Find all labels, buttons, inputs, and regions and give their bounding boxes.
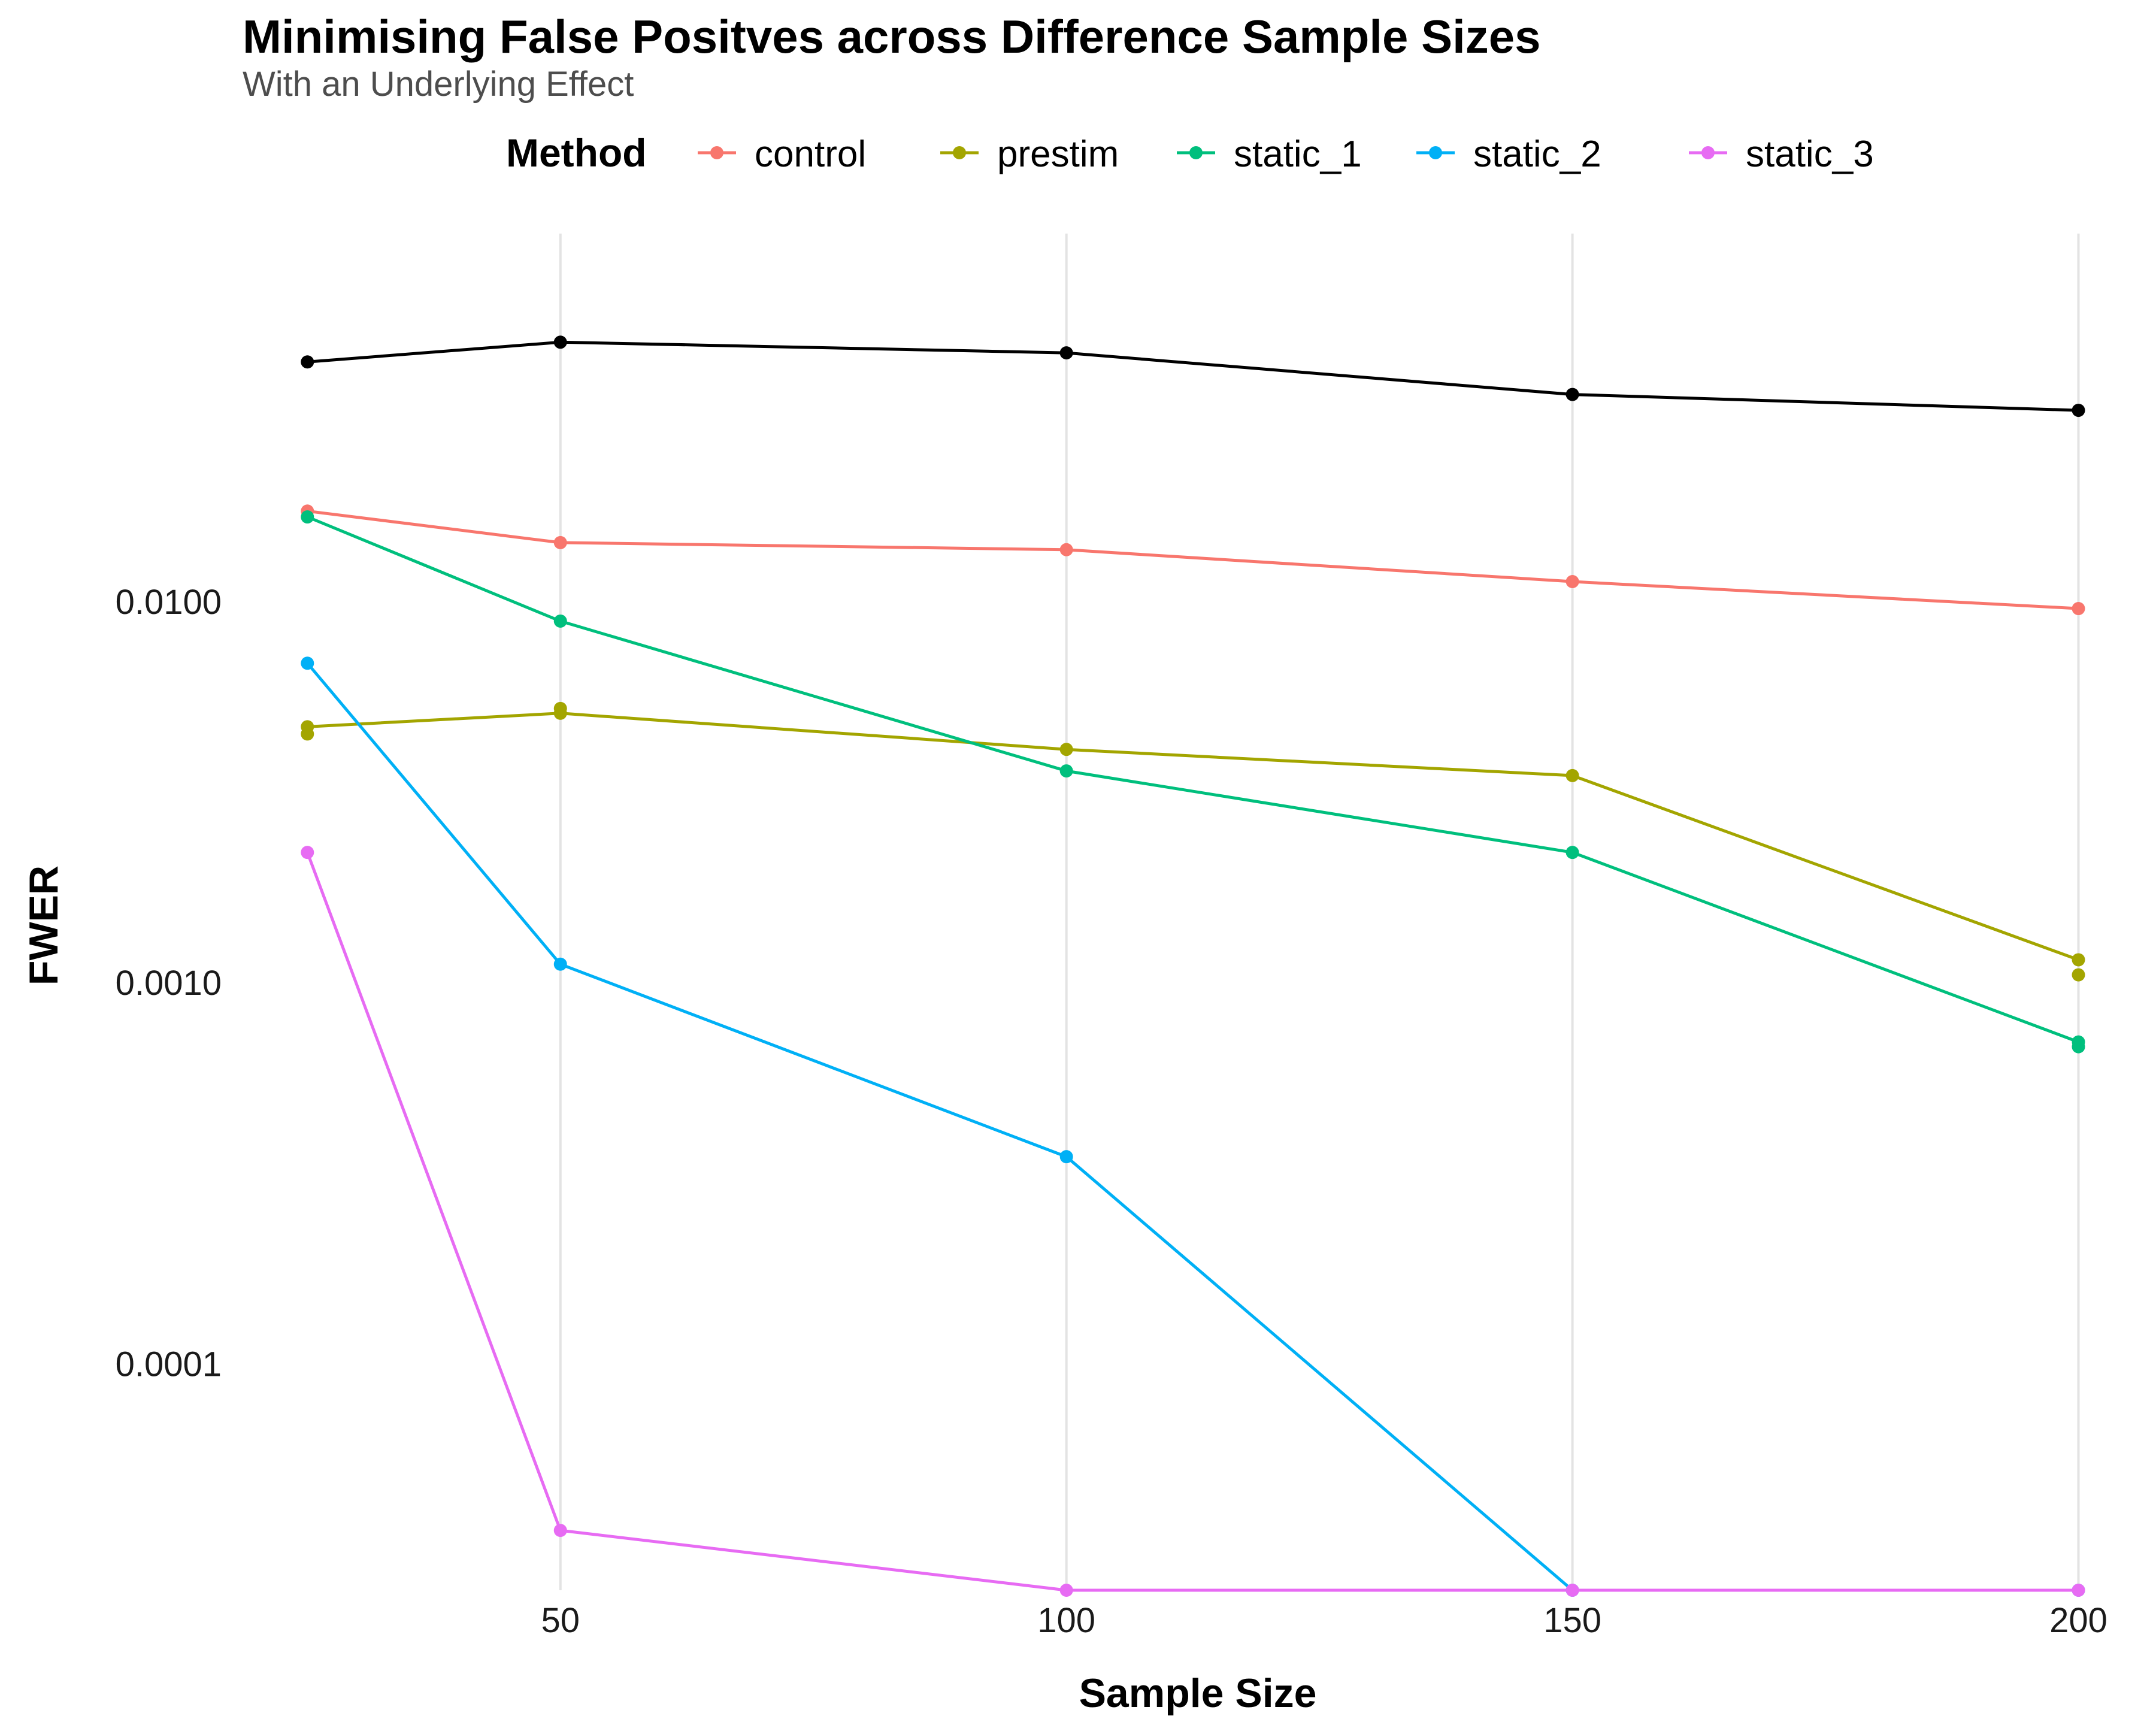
- y-tick-label-0.0010: 0.0010: [116, 964, 222, 1003]
- legend-key-point: [1701, 146, 1715, 159]
- series-line-static-3: [305, 852, 2079, 1592]
- legend-label: static_1: [1234, 134, 1362, 175]
- x-tick-label-100: 100: [1037, 1601, 1095, 1640]
- point-prestim-extra-0: [301, 727, 314, 741]
- x-tick-label-50: 50: [541, 1601, 580, 1640]
- series-line-static-2: [306, 662, 2079, 1592]
- point-prestim-150: [1565, 768, 1579, 782]
- legend-item-static-1: static_1: [1177, 134, 1362, 175]
- point-static-2-100: [1059, 1150, 1073, 1164]
- point-unlabeled-0-100: [1059, 346, 1073, 360]
- y-axis-tick-labels: 0.0001 0.0010 0.0100: [116, 583, 222, 1384]
- legend-item-static-2: static_2: [1416, 134, 1601, 175]
- point-static-1-100: [1059, 764, 1073, 778]
- point-unlabeled-0-25: [301, 355, 314, 369]
- point-control-200: [2072, 602, 2085, 616]
- point-unlabeled-0-150: [1565, 388, 1579, 401]
- point-control-150: [1565, 574, 1579, 588]
- legend-key-point: [953, 146, 966, 159]
- series-line-prestim: [307, 712, 2079, 961]
- point-static-3-50: [553, 1524, 567, 1538]
- point-unlabeled-0-200: [2072, 404, 2085, 417]
- point-static-3-100: [1059, 1584, 1073, 1597]
- legend-key-point: [710, 146, 723, 159]
- data-points: [301, 335, 2085, 1597]
- legend-label: prestim: [997, 134, 1119, 175]
- legend-label: control: [755, 134, 866, 175]
- x-axis-tick-labels: 50 100 150 200: [541, 1601, 2107, 1640]
- legend-title: Method: [506, 131, 647, 175]
- point-prestim-extra-1: [553, 701, 567, 715]
- point-unlabeled-0-50: [553, 335, 567, 349]
- series-lines: [305, 340, 2079, 1592]
- series-line-unlabeled-0: [307, 340, 2079, 412]
- chart-title: Minimising False Positves across Differe…: [243, 10, 1541, 63]
- point-static-2-25: [301, 656, 314, 670]
- legend-label: static_2: [1473, 134, 1601, 175]
- point-static-1-25: [301, 510, 314, 524]
- legend: Method control prestim static_1 static_2 sta…: [506, 131, 1874, 175]
- x-axis-title: Sample Size: [1079, 1670, 1317, 1716]
- legend-label: static_3: [1746, 134, 1874, 175]
- point-static-3-25: [301, 846, 314, 860]
- point-static-3-200: [2072, 1584, 2085, 1597]
- point-prestim-200: [2072, 953, 2085, 967]
- x-tick-label-200: 200: [2049, 1601, 2107, 1640]
- point-prestim-100: [1059, 743, 1073, 756]
- y-axis-title: FWER: [21, 865, 66, 985]
- legend-item-static-3: static_3: [1689, 134, 1874, 175]
- legend-key-point: [1189, 146, 1203, 159]
- gridlines: [559, 234, 2080, 1590]
- chart-subtitle: With an Underlying Effect: [243, 65, 634, 104]
- legend-item-control: control: [698, 134, 866, 175]
- legend-item-prestim: prestim: [940, 134, 1119, 175]
- point-static-2-50: [553, 957, 567, 971]
- legend-key-point: [1429, 146, 1442, 159]
- series-line-control: [307, 509, 2079, 610]
- point-control-100: [1059, 543, 1073, 556]
- point-static-3-150: [1565, 1584, 1579, 1597]
- x-tick-label-150: 150: [1543, 1601, 1601, 1640]
- y-tick-label-0.0100: 0.0100: [116, 583, 222, 622]
- point-prestim-extra-2: [2072, 968, 2085, 982]
- point-static-1-150: [1565, 846, 1579, 860]
- point-static-1-extra-3: [2072, 1040, 2085, 1054]
- point-control-50: [553, 535, 567, 549]
- point-static-1-50: [553, 614, 567, 628]
- y-tick-label-0.0001: 0.0001: [116, 1345, 222, 1384]
